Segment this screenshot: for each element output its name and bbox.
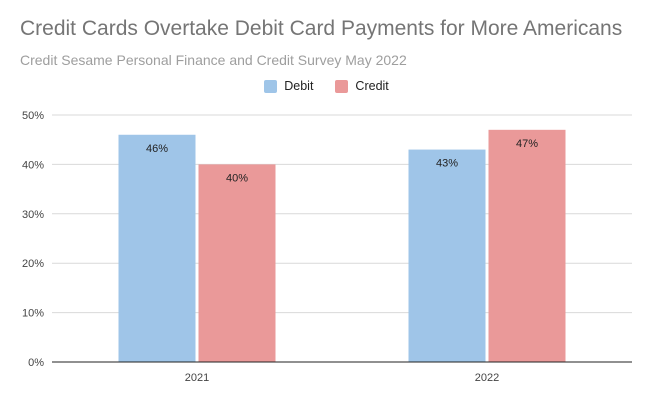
data-label: 40% (226, 172, 248, 184)
bar (488, 129, 566, 362)
y-tick-label: 40% (22, 159, 44, 171)
y-tick-label: 30% (22, 209, 44, 221)
y-tick-label: 0% (28, 357, 44, 369)
bar (198, 164, 276, 362)
bar (408, 149, 486, 362)
legend-item-debit: Debit (264, 79, 313, 93)
x-tick-label: 2022 (475, 372, 499, 384)
legend-swatch-credit (335, 79, 349, 93)
bar (118, 134, 196, 362)
chart-subtitle: Credit Sesame Personal Finance and Credi… (20, 52, 407, 68)
legend-label-credit: Credit (355, 79, 389, 93)
data-label: 47% (516, 138, 538, 150)
chart-title: Credit Cards Overtake Debit Card Payment… (20, 17, 623, 40)
y-tick-label: 50% (22, 110, 44, 122)
y-tick-label: 10% (22, 308, 44, 320)
data-label: 43% (436, 158, 458, 170)
chart-legend: Debit Credit (0, 79, 653, 93)
data-label: 46% (146, 143, 168, 155)
x-tick-label: 2021 (185, 372, 209, 384)
legend-label-debit: Debit (284, 79, 314, 93)
y-tick-label: 20% (22, 258, 44, 270)
legend-swatch-debit (264, 79, 278, 93)
legend-item-credit: Credit (335, 79, 389, 93)
